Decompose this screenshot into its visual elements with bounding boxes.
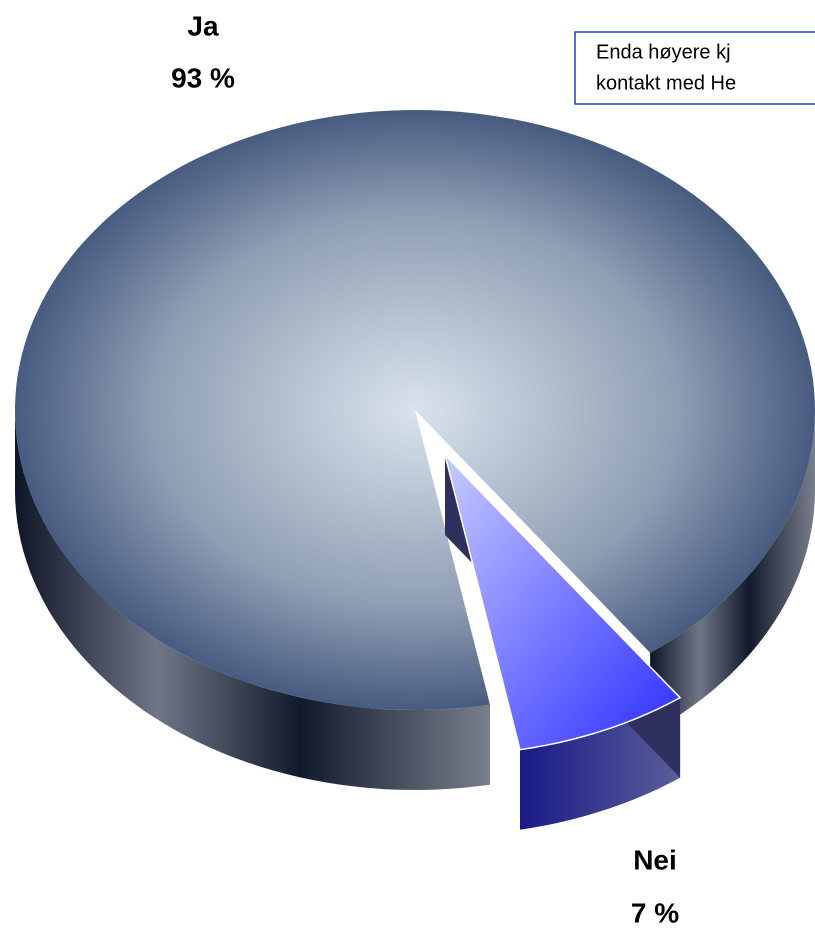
slice: [443, 452, 682, 751]
slice-value-label: 7 %: [631, 897, 679, 928]
slice-side: [15, 410, 490, 790]
annotation: kontakt med He: [596, 72, 736, 94]
slice-value-label: 93 %: [171, 62, 235, 93]
slice-side: [650, 410, 815, 733]
annotation-box: [574, 31, 815, 105]
slice-label: Ja: [187, 10, 219, 41]
pie: [15, 110, 815, 830]
slice-label: Nei: [633, 844, 677, 875]
annotation: Enda høyere kj: [596, 41, 731, 63]
slice: [15, 110, 815, 710]
